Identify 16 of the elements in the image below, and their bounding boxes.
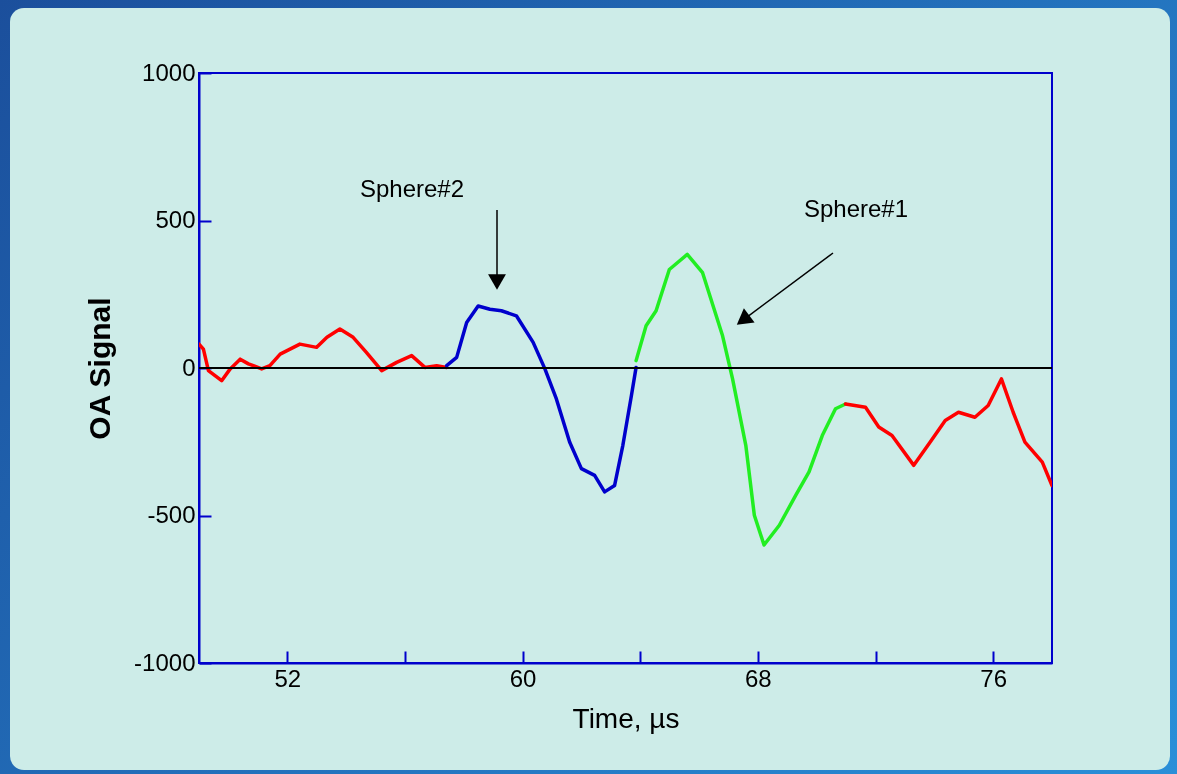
x-tick-label: 76 <box>980 664 1008 692</box>
annotation: Sphere#2 <box>359 175 465 202</box>
y-tick-label: 500 <box>155 206 196 233</box>
x-tick-label: 68 <box>745 664 772 692</box>
y-axis-title: OA Signal <box>83 297 117 440</box>
x-tick-label: 60 <box>509 664 537 692</box>
y-tick-label: -500 <box>147 501 196 528</box>
x-axis-title: Time, µs <box>572 702 680 734</box>
line-series <box>843 377 1052 488</box>
annotation: Sphere#1 <box>803 195 909 222</box>
y-tick-label: 1000 <box>142 58 196 86</box>
x-tick-label: 52 <box>274 664 302 692</box>
line-series <box>444 304 638 494</box>
y-tick-label: 0 <box>182 353 196 381</box>
y-tick-label: -1000 <box>134 648 196 676</box>
line-series <box>634 252 848 547</box>
